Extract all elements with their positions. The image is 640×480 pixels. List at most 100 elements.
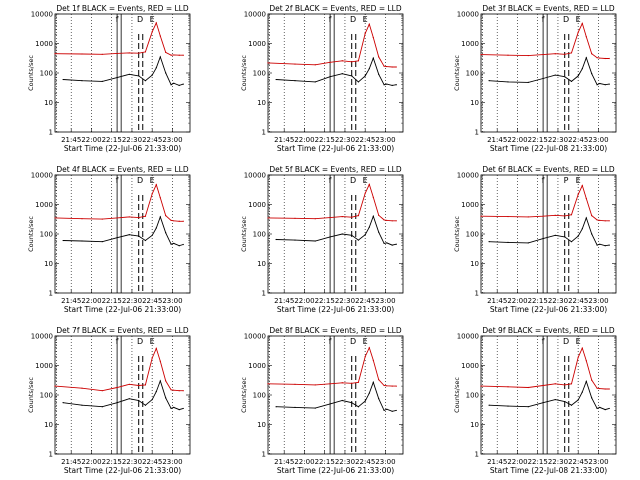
- y-tick-label: 100: [253, 231, 266, 239]
- events-point: [159, 380, 161, 382]
- events-point: [599, 243, 601, 245]
- events-point: [101, 80, 103, 82]
- events-point: [577, 235, 579, 237]
- events-point: [364, 234, 366, 236]
- x-tick-label: 22:15: [315, 458, 335, 466]
- events-point: [386, 83, 388, 85]
- lld-point: [599, 387, 601, 390]
- y-axis-label: Counts/sec: [240, 55, 248, 91]
- events-point: [173, 82, 175, 84]
- plot-frame: [54, 174, 191, 294]
- events-point: [329, 236, 331, 238]
- y-tick-label: 100: [40, 392, 53, 400]
- events-point: [378, 73, 380, 75]
- events-point: [542, 77, 544, 80]
- y-tick-label: 10: [257, 99, 266, 107]
- lld-point: [608, 388, 610, 390]
- y-tick-label: 1: [49, 129, 53, 137]
- y-tick-label: 1: [475, 451, 479, 459]
- events-point: [351, 402, 353, 404]
- events-point: [527, 81, 529, 84]
- lld-series-line: [480, 22, 610, 59]
- lld-point: [577, 193, 579, 195]
- y-tick-label: 1000: [248, 362, 266, 370]
- events-point: [275, 238, 277, 241]
- lld-point: [542, 215, 544, 217]
- lld-point: [351, 61, 353, 63]
- lld-point: [372, 359, 374, 361]
- lld-point: [391, 220, 393, 222]
- events-point: [144, 404, 147, 406]
- lld-point: [357, 381, 360, 383]
- lld-point: [564, 53, 566, 55]
- y-axis-label: Counts/sec: [453, 55, 461, 91]
- x-tick-label: 22:45: [142, 297, 162, 305]
- x-tick-label: 22:15: [528, 297, 548, 305]
- lld-point: [599, 57, 601, 59]
- lld-point: [351, 216, 353, 218]
- panel-det-7: Det 7f BLACK = Events, RED = LLD 1 10 100 10…: [27, 326, 191, 475]
- events-point: [101, 241, 103, 243]
- events-point: [116, 237, 118, 239]
- events-point: [62, 239, 64, 242]
- events-point: [144, 80, 147, 82]
- events-point: [488, 241, 490, 243]
- y-tick-label: 100: [253, 70, 266, 78]
- lld-point: [182, 220, 184, 222]
- lld-point: [173, 220, 175, 222]
- lld-point: [294, 383, 296, 385]
- events-point: [585, 217, 587, 219]
- lld-point: [368, 183, 370, 186]
- y-axis-label: Counts/sec: [27, 377, 35, 413]
- x-tick-label: 21:45: [487, 458, 507, 466]
- lld-point: [178, 220, 180, 222]
- plot-frame: [480, 335, 617, 455]
- events-point: [314, 81, 316, 83]
- event-mark-label: D: [350, 337, 356, 346]
- x-tick-label: 23:00: [375, 458, 395, 466]
- event-mark-label: E: [576, 15, 581, 24]
- lld-point: [378, 214, 380, 216]
- lld-point: [165, 380, 167, 382]
- events-point: [368, 226, 370, 228]
- y-tick-label: 10: [470, 260, 479, 268]
- y-axis-label: Counts/sec: [240, 216, 248, 252]
- events-point: [591, 233, 593, 235]
- events-point: [81, 404, 83, 406]
- x-tick-label: 22:45: [568, 297, 588, 305]
- lld-point: [364, 356, 366, 358]
- events-point: [581, 228, 583, 230]
- events-point: [368, 392, 370, 394]
- event-mark-label: f: [329, 337, 332, 346]
- lld-point: [267, 383, 269, 385]
- event-mark-label: f: [329, 15, 332, 24]
- y-tick-label: 1000: [35, 362, 53, 370]
- events-point: [81, 240, 83, 242]
- y-tick-label: 100: [40, 70, 53, 78]
- events-point: [604, 245, 606, 247]
- y-tick-label: 10: [257, 260, 266, 268]
- lld-point: [383, 219, 385, 221]
- events-point: [564, 400, 566, 403]
- lld-point: [391, 66, 393, 68]
- event-mark-label: E: [150, 15, 155, 24]
- event-mark-label: E: [363, 176, 368, 185]
- events-point: [391, 410, 393, 412]
- lld-point: [564, 215, 566, 217]
- lld-point: [116, 217, 118, 219]
- plot-frame: [267, 335, 404, 455]
- x-tick-label: 23:00: [162, 297, 182, 305]
- event-mark-label: E: [363, 337, 368, 346]
- events-point: [608, 83, 610, 85]
- x-tick-label: 22:00: [294, 458, 314, 466]
- lld-point: [527, 54, 529, 57]
- x-axis-label: Start Time (22-Jul-06 21:33:00): [64, 305, 181, 314]
- event-mark-label: f: [116, 337, 119, 346]
- x-tick-label: 22:00: [294, 136, 314, 144]
- lld-point: [81, 218, 83, 220]
- events-series-line: [276, 56, 397, 86]
- lld-point: [314, 384, 316, 386]
- lld-point: [378, 56, 380, 58]
- y-tick-label: 10000: [244, 172, 266, 180]
